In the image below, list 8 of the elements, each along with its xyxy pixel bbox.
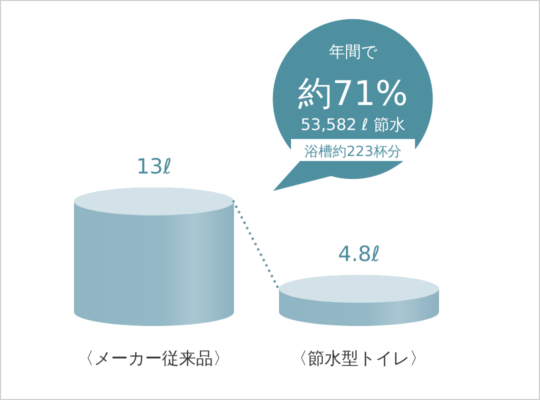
data-label: 4.8ℓ — [338, 242, 380, 266]
text: 約71% — [298, 74, 408, 114]
text: 年間で — [329, 42, 378, 61]
data-label: 13ℓ — [136, 154, 172, 178]
x-tick-label: 〈節水型トイレ〉 — [290, 349, 426, 370]
text: 53,582 ℓ 節水 — [300, 115, 406, 134]
x-tick-label: 〈メーカー従来品〉 — [77, 349, 230, 370]
text: 浴槽約223杯分 — [304, 144, 402, 160]
